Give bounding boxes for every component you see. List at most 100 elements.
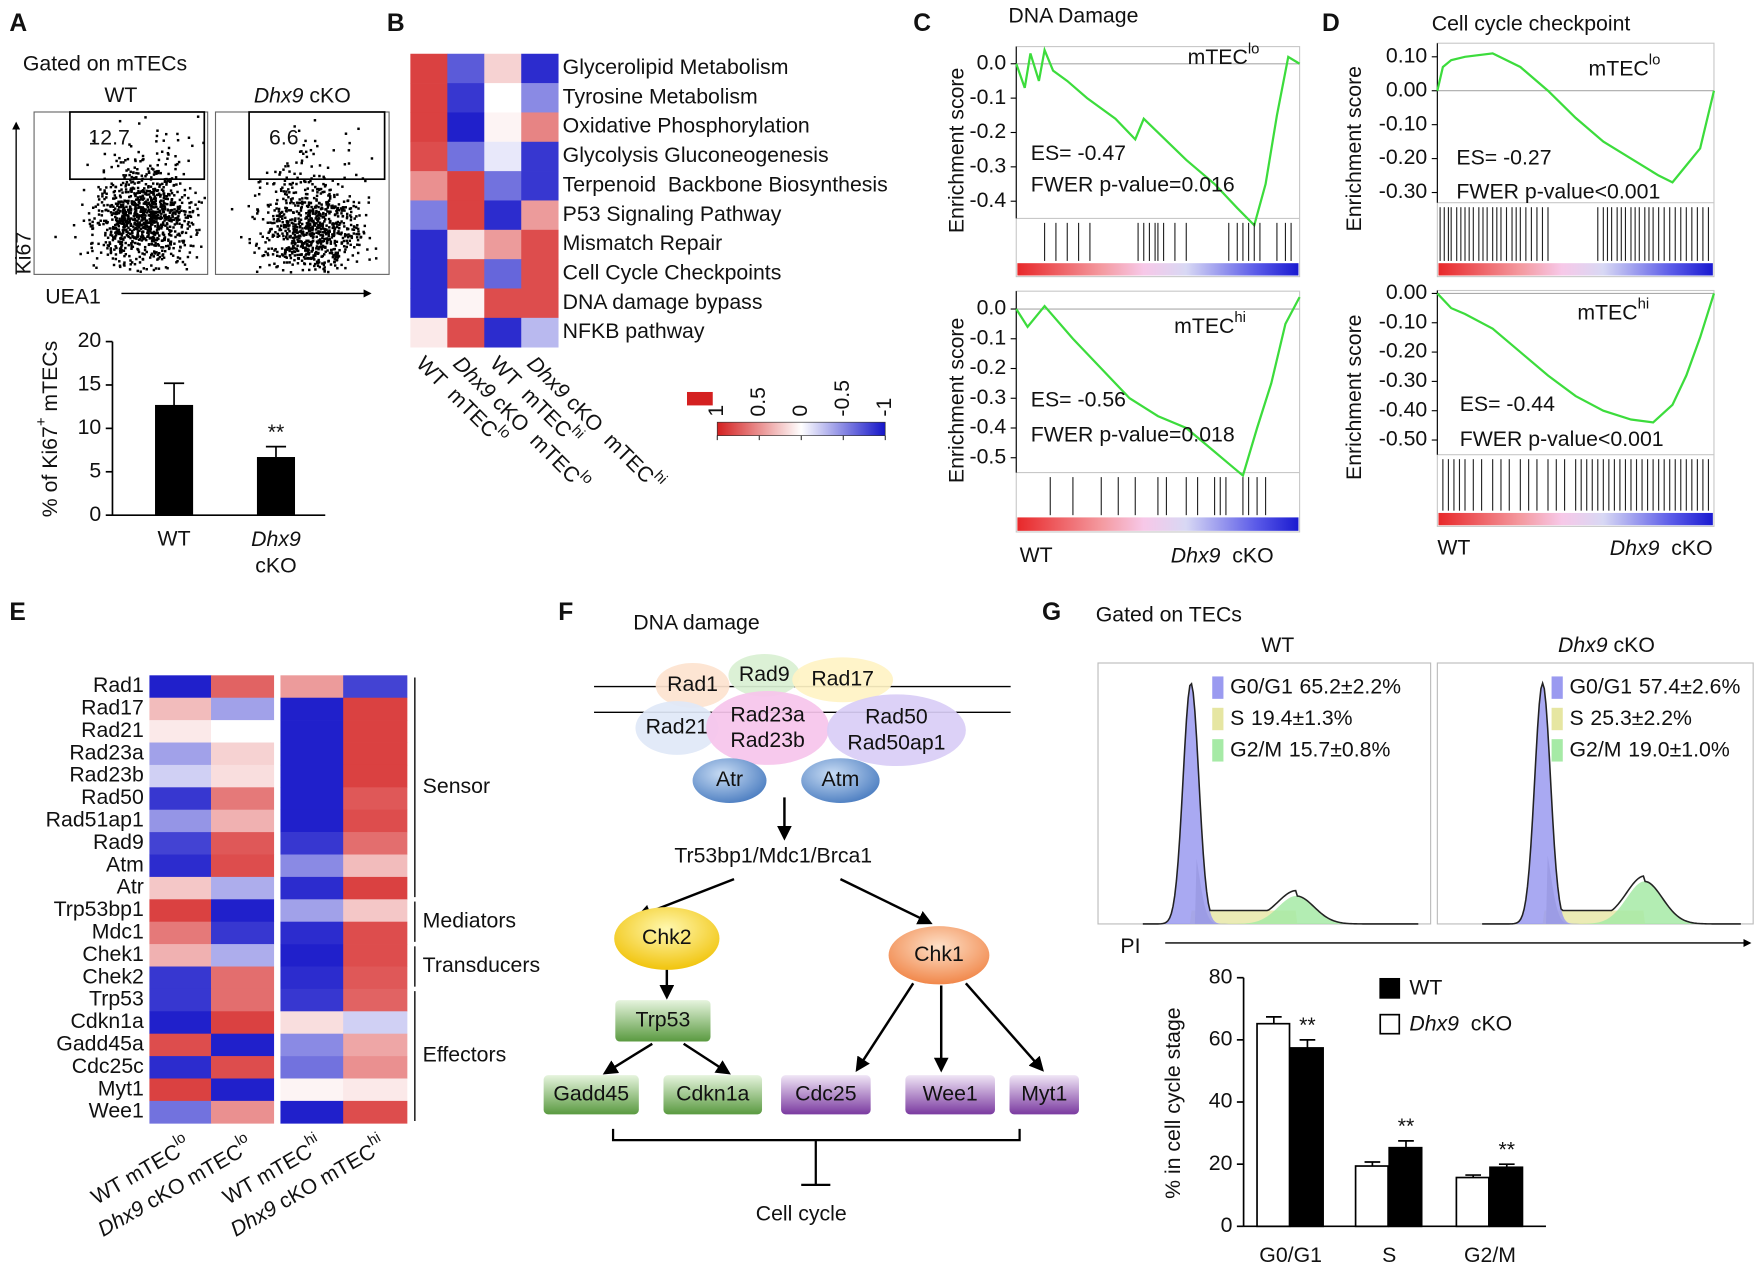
dot — [127, 243, 130, 247]
node-label: Cdc25 — [795, 1081, 856, 1105]
dot — [301, 227, 304, 230]
dot — [155, 189, 159, 193]
dot — [255, 242, 258, 246]
heat-cell — [149, 697, 212, 721]
dot — [267, 247, 270, 251]
dot — [134, 205, 137, 209]
dot — [132, 225, 135, 228]
phase-value: 57.4±2.6% — [1639, 674, 1741, 698]
x-label-part: cKO — [1220, 543, 1273, 567]
dot — [341, 214, 345, 218]
gene-label: Trp53bp1 — [54, 897, 144, 921]
dot — [150, 204, 153, 207]
dot — [328, 210, 331, 213]
y-tick-label: 5 — [89, 458, 101, 482]
dot — [186, 214, 190, 218]
dot — [313, 262, 317, 266]
dot — [159, 171, 162, 175]
kinase-node — [692, 758, 767, 803]
dot — [308, 230, 312, 233]
dot — [289, 209, 293, 212]
dot — [283, 192, 287, 196]
dot — [188, 210, 191, 214]
dot — [356, 251, 360, 255]
dot — [349, 214, 352, 217]
y-tick-label: -0.40 — [1379, 397, 1427, 421]
dot — [187, 196, 190, 200]
dot — [301, 244, 304, 248]
heat-cell — [410, 171, 448, 201]
dot — [277, 234, 281, 238]
dot — [161, 182, 164, 186]
heat-cell — [149, 854, 212, 878]
dot — [91, 241, 94, 245]
dot — [203, 196, 206, 200]
dot — [162, 192, 166, 195]
heat-cell — [343, 944, 408, 967]
dot — [134, 219, 137, 222]
dot — [185, 267, 189, 271]
dot — [142, 237, 145, 241]
x-label-part: cKO — [1659, 535, 1712, 559]
dot — [143, 248, 147, 252]
dot — [288, 230, 291, 233]
dot — [195, 228, 198, 232]
gene-label: Wee1 — [89, 1099, 144, 1123]
dot — [329, 263, 333, 266]
dot — [144, 214, 147, 217]
dot — [188, 187, 192, 190]
dot — [114, 235, 117, 238]
dot — [311, 212, 315, 215]
dot — [271, 235, 274, 238]
x-tick-label: WT — [158, 526, 191, 550]
dot — [334, 251, 338, 254]
dot — [175, 183, 178, 186]
dot — [332, 205, 335, 209]
dot — [291, 240, 294, 243]
phase-legend: G0/G1 57.4±2.6% — [1569, 674, 1740, 698]
dot — [166, 157, 169, 160]
dot — [141, 230, 144, 234]
dot — [109, 250, 113, 254]
dot — [114, 253, 118, 256]
dot — [138, 222, 141, 226]
dot — [307, 209, 311, 213]
dot — [107, 209, 110, 213]
dot — [155, 152, 159, 155]
dot — [136, 196, 140, 199]
dot — [161, 232, 165, 236]
y-tick-label: -0.2 — [970, 355, 1007, 379]
dot — [136, 235, 139, 238]
dot — [112, 236, 115, 240]
dot — [254, 244, 258, 247]
dot — [166, 216, 170, 219]
dot — [132, 187, 136, 190]
dot — [363, 224, 367, 228]
heat-cell — [280, 764, 344, 788]
dot — [269, 221, 272, 224]
group-label: Sensor — [423, 774, 490, 798]
dot — [288, 182, 292, 186]
dot — [115, 228, 118, 231]
fwer-label: FWER p-value=0.018 — [1031, 422, 1235, 446]
dot — [109, 247, 113, 250]
target-node — [905, 1075, 995, 1115]
dot — [165, 194, 169, 198]
dot — [152, 230, 156, 234]
dot — [288, 249, 291, 253]
dot — [169, 203, 172, 207]
dot — [276, 235, 279, 238]
panel-letter: F — [558, 599, 573, 626]
dot — [112, 208, 116, 212]
dot — [190, 201, 193, 204]
dot — [307, 226, 310, 229]
y-tick-label: 15 — [78, 372, 102, 396]
dot — [316, 252, 320, 256]
dot — [328, 226, 331, 229]
dot — [81, 203, 84, 206]
dot — [150, 264, 153, 267]
dot — [293, 172, 296, 176]
dot — [86, 163, 89, 167]
dot — [333, 242, 337, 245]
dot — [312, 196, 316, 200]
